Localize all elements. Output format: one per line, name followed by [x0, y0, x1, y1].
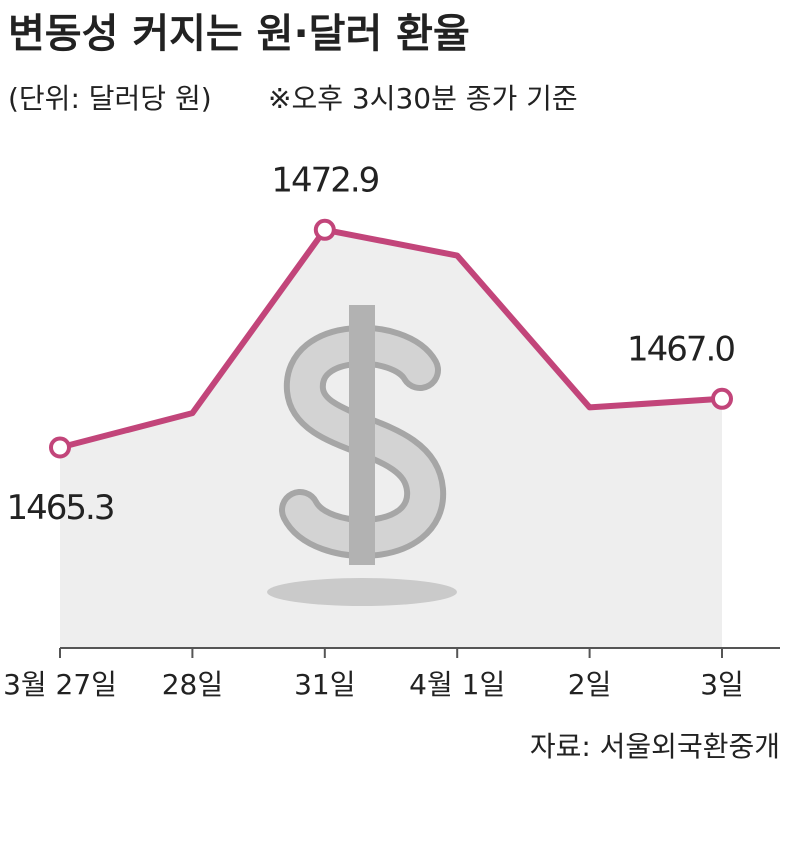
point [49, 436, 71, 459]
point [711, 387, 733, 410]
x-tick-label: 4월 1일 [409, 668, 505, 701]
line [59, 226, 723, 451]
chart-title: 변동성 커지는 원·달러 환율 [8, 11, 470, 57]
chart-subtitle: (단위: 달러당 원) [8, 82, 212, 115]
x-tick-label: 31일 [294, 668, 355, 701]
source: 자료: 서울외국환중개 [530, 730, 780, 763]
value-label: 1465.3 [7, 488, 114, 528]
x-tick-label: 3일 [700, 668, 744, 701]
point [313, 218, 336, 241]
value-label: 1472.9 [271, 160, 378, 200]
x-tick-label: 3월 27일 [3, 668, 117, 701]
x-tick-label: 2일 [568, 668, 612, 701]
dollar-icon [267, 305, 457, 606]
chart-note: ※오후 3시30분 종가 기준 [268, 82, 578, 115]
x-tick-label: 28일 [162, 668, 223, 701]
value-label: 1467.0 [627, 329, 734, 369]
